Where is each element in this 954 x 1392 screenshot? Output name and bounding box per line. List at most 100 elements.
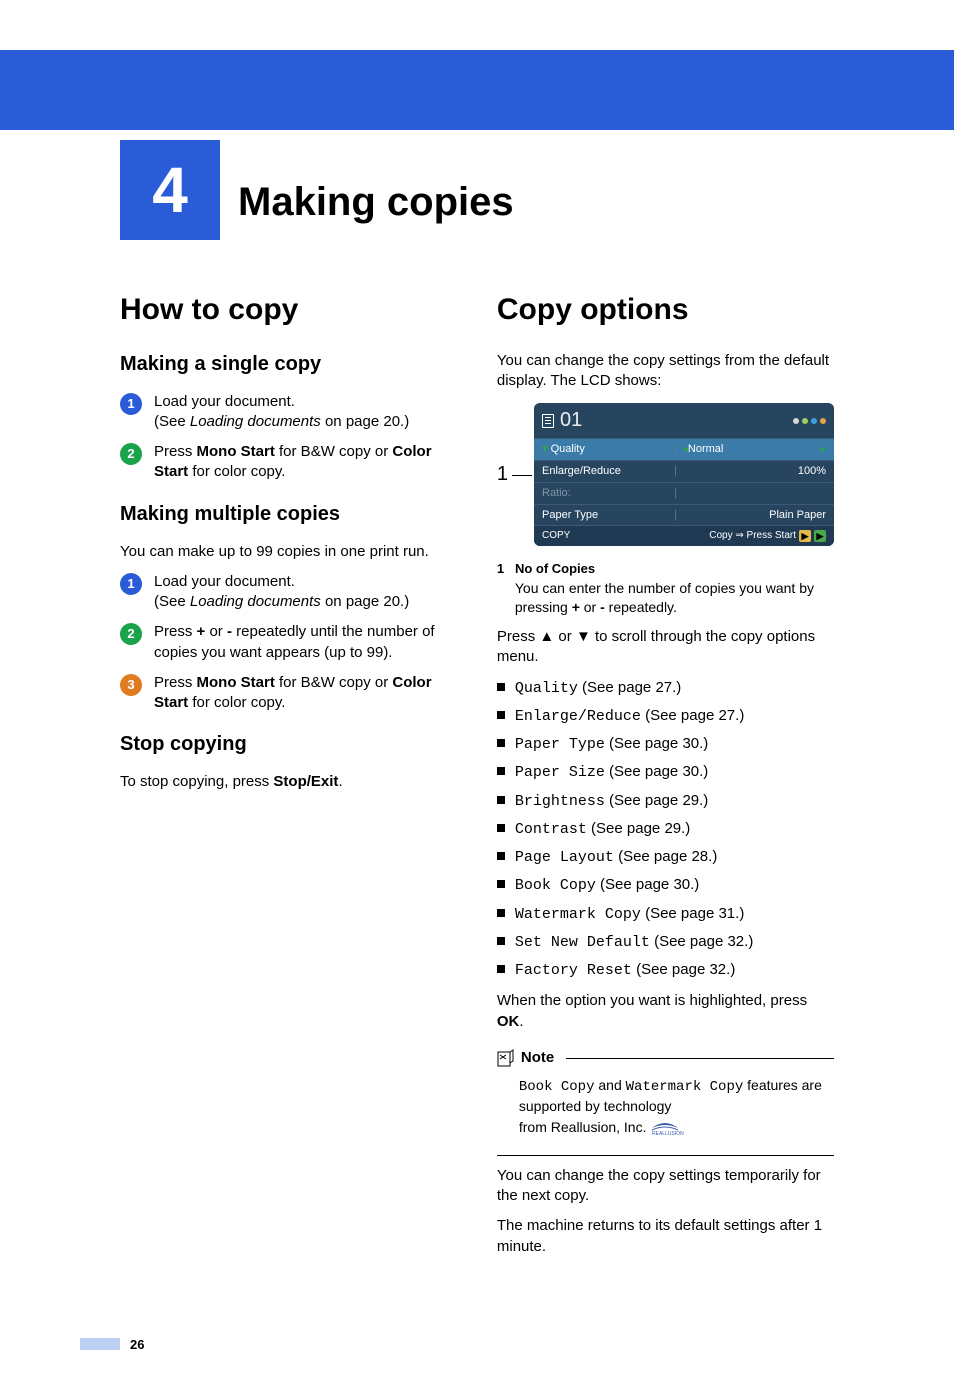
lcd-bottom-bar: COPYCopy ⇒ Press Start▶▶	[534, 525, 834, 546]
multiple-step-1: 1 Load your document. (See Loading docum…	[120, 572, 457, 613]
option-item: Paper Type (See page 30.)	[497, 734, 834, 755]
t: Mono Start	[197, 443, 275, 460]
lcd-row-label: ▾ Quality	[534, 439, 666, 460]
chapter-number-box: 4	[120, 140, 220, 240]
single-step-1: 1 Load your document. (See Loading docum…	[120, 392, 457, 433]
t: When the option you want is highlighted,…	[497, 992, 807, 1009]
down-triangle-icon: ▼	[576, 628, 591, 645]
option-item: Page Layout (See page 28.)	[497, 847, 834, 868]
option-name: Paper Size	[515, 764, 605, 781]
step-text: Load your document. (See Loading documen…	[154, 572, 457, 613]
content-columns: How to copy Making a single copy 1 Load …	[0, 290, 954, 1267]
t: on page 20.)	[321, 593, 409, 610]
callout-number: 1	[497, 461, 508, 488]
reallusion-logo-icon: REALLUSION	[650, 1116, 710, 1141]
page: 4 Making copies How to copy Making a sin…	[0, 0, 954, 1392]
t: .	[519, 1013, 523, 1030]
option-page-ref: (See page 29.)	[587, 820, 690, 837]
legend-title: No of Copies	[515, 561, 595, 576]
legend: 1 No of Copies	[497, 560, 834, 578]
single-step-2: 2 Press Mono Start for B&W copy or Color…	[120, 442, 457, 483]
step-number-icon: 2	[120, 443, 142, 465]
lcd-row-label: Paper Type	[534, 505, 666, 526]
t: or	[580, 599, 600, 615]
legend-num: 1	[497, 561, 504, 576]
lcd-row: Ratio:|	[534, 482, 834, 504]
up-triangle-icon: ▲	[539, 628, 554, 645]
ink-dot-icon	[820, 418, 826, 424]
option-name: Enlarge/Reduce	[515, 708, 641, 725]
copy-options-intro: You can change the copy settings from th…	[497, 351, 834, 392]
lcd-row-label: Ratio:	[534, 483, 666, 504]
option-item: Quality (See page 27.)	[497, 678, 834, 699]
multiple-intro: You can make up to 99 copies in one prin…	[120, 542, 457, 562]
tail-2: The machine returns to its default setti…	[497, 1216, 834, 1257]
option-name: Paper Type	[515, 736, 605, 753]
lcd-row: Enlarge/Reduce|100%	[534, 460, 834, 482]
lcd-row-value: |Plain Paper	[666, 505, 834, 526]
step-number-icon: 2	[120, 623, 142, 645]
option-item: Brightness (See page 29.)	[497, 791, 834, 812]
lcd-hint: Copy ⇒ Press Start	[709, 529, 796, 543]
option-page-ref: (See page 28.)	[614, 848, 717, 865]
option-page-ref: (See page 29.)	[605, 792, 708, 809]
copy-options-heading: Copy options	[497, 290, 834, 331]
t: for B&W copy or	[275, 443, 393, 460]
step-sub-pre: (See	[154, 413, 190, 430]
t: To stop copying, press	[120, 773, 273, 790]
multiple-step-3: 3 Press Mono Start for B&W copy or Color…	[120, 673, 457, 714]
ink-level-dots	[793, 418, 826, 424]
note-rule	[566, 1058, 834, 1059]
page-number: 26	[130, 1337, 144, 1352]
callout-line-icon	[512, 475, 532, 476]
lcd-row: ▾ Quality|◂ Normal▸	[534, 438, 834, 460]
ink-dot-icon	[793, 418, 799, 424]
right-column: Copy options You can change the copy set…	[497, 290, 834, 1267]
stop-copying-body: To stop copying, press Stop/Exit.	[120, 772, 457, 792]
when-highlighted: When the option you want is highlighted,…	[497, 991, 834, 1032]
t: .	[338, 773, 342, 790]
step-sub-link: Loading documents	[190, 413, 321, 430]
note-icon	[497, 1049, 515, 1067]
step-text: Press Mono Start for B&W copy or Color S…	[154, 673, 457, 714]
t: or	[205, 623, 227, 640]
option-item: Enlarge/Reduce (See page 27.)	[497, 706, 834, 727]
t: (See	[154, 593, 190, 610]
option-page-ref: (See page 27.)	[641, 707, 744, 724]
page-footer: 26	[0, 1337, 954, 1352]
t: repeatedly.	[605, 599, 677, 615]
chapter-header: 4 Making copies	[0, 140, 954, 240]
t: +	[572, 599, 580, 615]
t: Watermark Copy	[626, 1079, 744, 1095]
step-sub-post: on page 20.)	[321, 413, 409, 430]
note-end-rule	[497, 1155, 834, 1156]
t: Stop/Exit	[273, 773, 338, 790]
option-name: Watermark Copy	[515, 906, 641, 923]
option-item: Book Copy (See page 30.)	[497, 875, 834, 896]
option-item: Paper Size (See page 30.)	[497, 762, 834, 783]
t: Press	[154, 443, 197, 460]
t: Press	[497, 628, 540, 645]
option-name: Page Layout	[515, 849, 614, 866]
start-button-icon: ▶	[814, 530, 826, 542]
option-name: Set New Default	[515, 934, 650, 951]
option-name: Brightness	[515, 793, 605, 810]
lcd-top-bar: 01	[534, 403, 834, 438]
svg-text:REALLUSION: REALLUSION	[652, 1131, 684, 1136]
multiple-copies-heading: Making multiple copies	[120, 501, 457, 528]
option-page-ref: (See page 32.)	[632, 961, 735, 978]
option-page-ref: (See page 27.)	[578, 679, 681, 696]
top-color-band	[0, 50, 954, 130]
t: Mono Start	[197, 674, 275, 691]
step-line: Load your document.	[154, 393, 295, 410]
chapter-number: 4	[152, 153, 188, 227]
step-number-icon: 3	[120, 674, 142, 696]
option-page-ref: (See page 30.)	[605, 735, 708, 752]
t: from Reallusion, Inc.	[519, 1119, 647, 1135]
tail-1: You can change the copy settings tempora…	[497, 1166, 834, 1207]
t: +	[197, 623, 206, 640]
lcd-diagram: 1 01▾ Quality|◂ Normal▸Enlarge/Reduce|10…	[497, 403, 834, 546]
ink-dot-icon	[802, 418, 808, 424]
t: Loading documents	[190, 593, 321, 610]
option-page-ref: (See page 30.)	[596, 876, 699, 893]
